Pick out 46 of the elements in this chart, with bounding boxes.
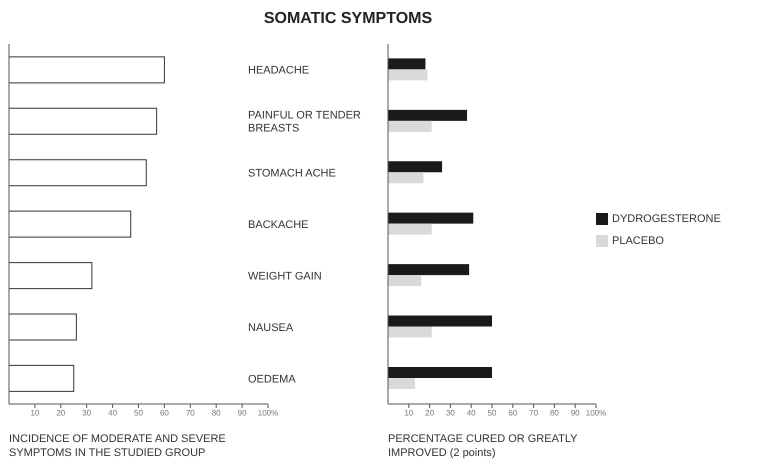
y-tick-label: PAINFUL OR TENDER BREASTS (248, 110, 361, 135)
bar (388, 110, 468, 121)
y-tick-label: HEADACHE (248, 64, 310, 77)
x-tick-label: 10 (404, 408, 414, 418)
bar (388, 224, 432, 235)
x-tick-label: 40 (108, 408, 118, 418)
bar (388, 275, 422, 286)
x-tick-label: 90 (570, 408, 580, 418)
bar (388, 172, 424, 184)
bar (388, 212, 474, 224)
x-tick-label: 80 (212, 408, 222, 418)
x-tick-label: 20 (56, 408, 66, 418)
bar (388, 326, 432, 338)
x-tick-label: 90 (238, 408, 248, 418)
x-tick-label: 30 (446, 408, 456, 418)
x-tick-label: 70 (529, 408, 539, 418)
bar (388, 378, 416, 389)
bar (388, 120, 432, 132)
x-tick-label: 40 (466, 408, 476, 418)
x-tick-label: 30 (82, 408, 92, 418)
x-tick-label: 100% (258, 408, 278, 418)
bar (388, 366, 492, 378)
x-tick-label: 50 (134, 408, 144, 418)
y-tick-label: BACKACHE (248, 219, 309, 231)
y-tick-label: OEDEMA (248, 373, 296, 386)
x-tick-label: 20 (425, 408, 435, 418)
x-tick-label: 80 (550, 408, 560, 418)
x-axis-title: INCIDENCE OF MODERATE AND SEVERE SYMPTOMS IN THE STUDIED GROUP (9, 432, 227, 460)
x-tick-label: 50 (488, 408, 497, 418)
bar (388, 69, 428, 80)
x-axis-title: PERCENTAGE CURED OR GREATLY IMPROVED (2 points) (388, 432, 578, 460)
x-tick-label: 60 (508, 408, 518, 418)
y-tick-label: STOMACH ACHE (248, 168, 336, 180)
bar (388, 316, 492, 327)
legend-label: DYDROGESTERONE (612, 213, 721, 225)
text: SOMATIC SYMPTOMS (262, 10, 434, 28)
x-tick-label: 100% (586, 408, 606, 418)
bar (388, 58, 426, 70)
x-tick-label: 60 (160, 408, 170, 418)
x-tick-label: 10 (30, 408, 40, 418)
x-tick-label: 70 (186, 408, 196, 418)
legend-label: PLACEBO (612, 235, 664, 247)
y-tick-label: NAUSEA (248, 322, 294, 334)
bar (388, 161, 442, 172)
bar (388, 264, 470, 276)
y-tick-label: WEIGHT GAIN (248, 270, 322, 282)
